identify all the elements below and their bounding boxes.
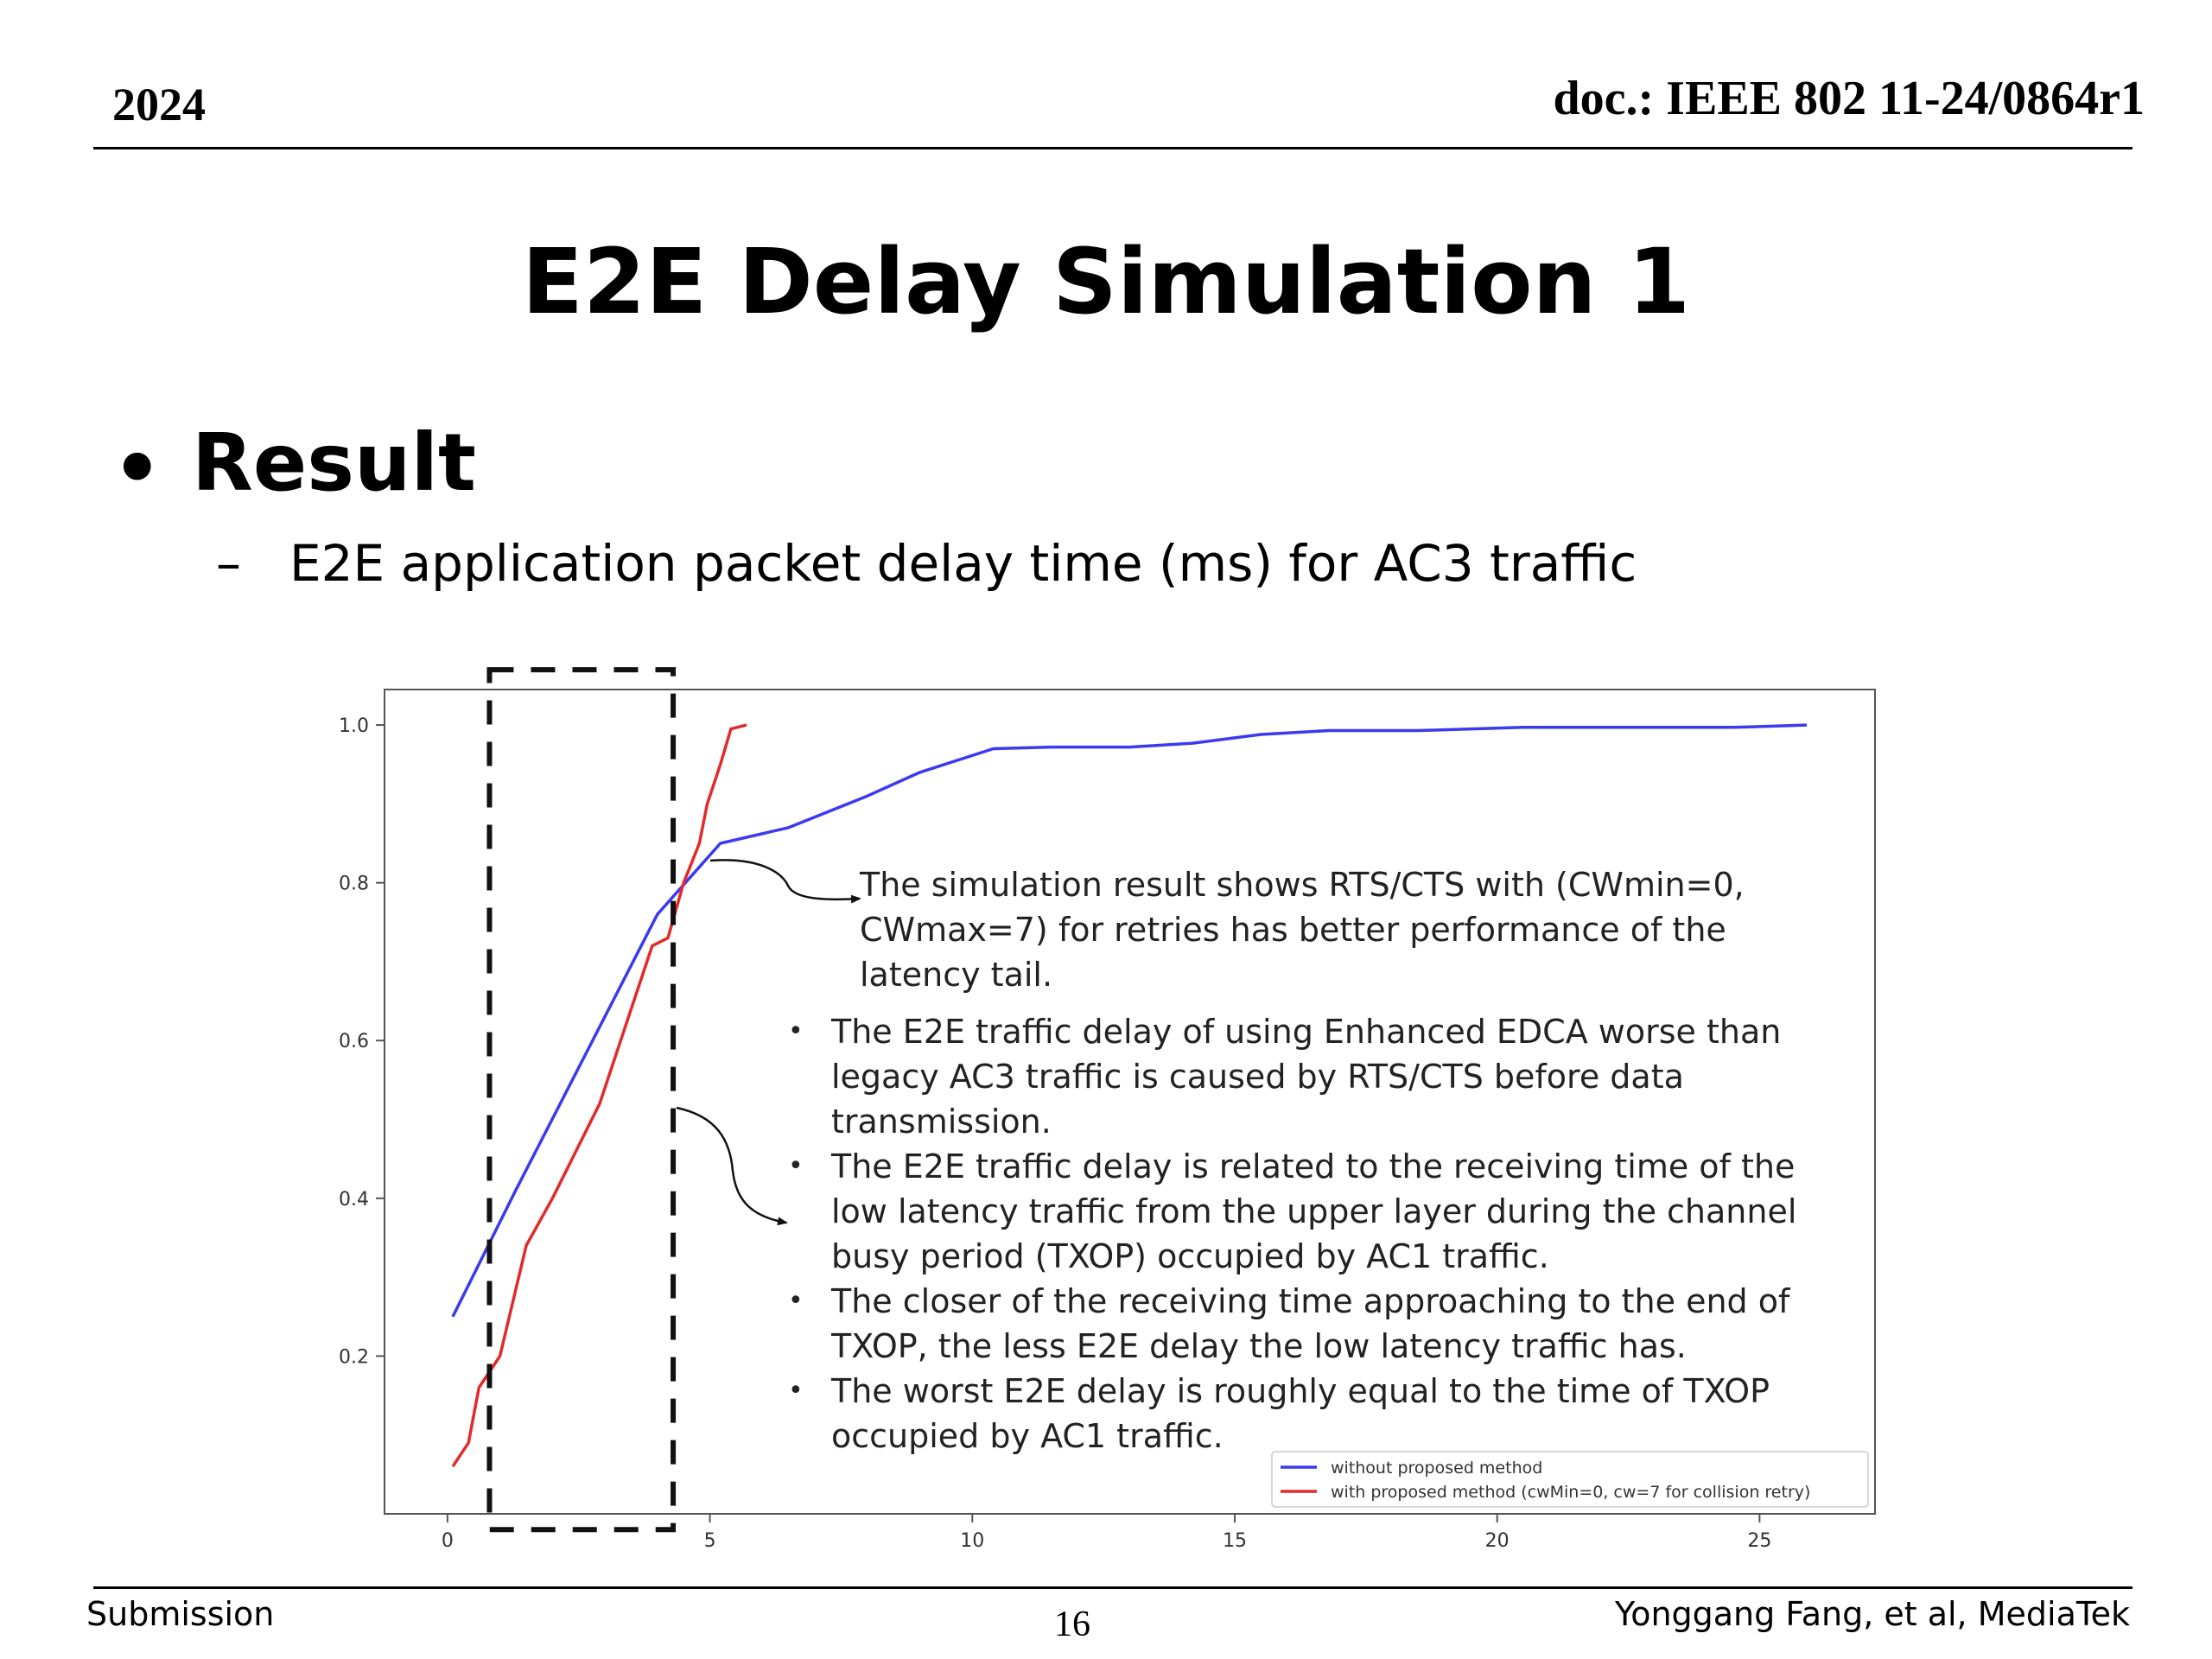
y-tick-label: 0.2 — [339, 1346, 369, 1368]
plot-frame — [384, 689, 1876, 1515]
legend-box — [1271, 1451, 1869, 1508]
footer-submission: Submission — [86, 1595, 275, 1633]
annotation-note: • The closer of the receiving time approa… — [778, 1279, 1840, 1369]
note-bullet: • — [788, 1151, 804, 1181]
bullet-dot: • — [112, 423, 162, 514]
footer-author: Yonggang Fang, et al, MediaTek — [1615, 1595, 2130, 1633]
sub-bullet-text: E2E application packet delay time (ms) f… — [289, 534, 1637, 593]
x-tick-label: 15 — [1223, 1530, 1247, 1552]
y-tick-label: 0.6 — [339, 1031, 369, 1052]
annotation-note-text: The E2E traffic delay is related to the … — [831, 1147, 1797, 1275]
x-tick-label: 5 — [704, 1530, 716, 1552]
annotation-note-text: The worst E2E delay is roughly equal to … — [831, 1372, 1770, 1455]
bullet-result: Result — [192, 416, 477, 509]
highlight-dashed-box — [486, 667, 677, 1533]
legend-label: with proposed method (cwMin=0, cw=7 for … — [1331, 1483, 1810, 1502]
box-arrow — [676, 1106, 788, 1226]
x-tick-label: 25 — [1747, 1530, 1771, 1552]
legend-label: without proposed method — [1331, 1459, 1542, 1478]
slide-title: E2E Delay Simulation 1 — [521, 229, 1691, 334]
annotation-note: • The worst E2E delay is roughly equal to… — [778, 1369, 1840, 1459]
header-rule — [93, 147, 2133, 149]
header-doc-id: doc.: IEEE 802 11-24/0864r1 — [1553, 72, 2145, 125]
y-tick-label: 0.8 — [339, 874, 369, 895]
y-tick-label: 0.4 — [339, 1189, 369, 1211]
note-bullet: • — [788, 1376, 804, 1406]
sub-bullet-dash: – — [216, 534, 241, 593]
header-year: 2024 — [112, 79, 206, 130]
annotation-note-text: The closer of the receiving time approac… — [831, 1282, 1790, 1365]
series-line — [451, 723, 1808, 1318]
series-line — [451, 723, 747, 1468]
x-tick-label: 10 — [960, 1530, 984, 1552]
footer-page-number: 16 — [1054, 1605, 1090, 1644]
callout-arrow — [709, 859, 861, 904]
note-bullet: • — [788, 1016, 804, 1046]
annotation-callout: The simulation result shows RTS/CTS with… — [860, 866, 1745, 994]
footer-rule — [93, 1586, 2133, 1589]
x-tick-label: 20 — [1485, 1530, 1510, 1552]
annotation-note: • The E2E traffic delay of using Enhanced… — [778, 1009, 1840, 1144]
annotation-note-text: The E2E traffic delay of using Enhanced … — [831, 1013, 1782, 1141]
note-bullet: • — [788, 1286, 804, 1316]
x-tick-label: 0 — [442, 1530, 454, 1552]
annotation-notes: • The E2E traffic delay of using Enhanced… — [778, 1009, 1840, 1459]
annotation-note: • The E2E traffic delay is related to the… — [778, 1144, 1840, 1279]
y-tick-label: 1.0 — [339, 715, 369, 737]
